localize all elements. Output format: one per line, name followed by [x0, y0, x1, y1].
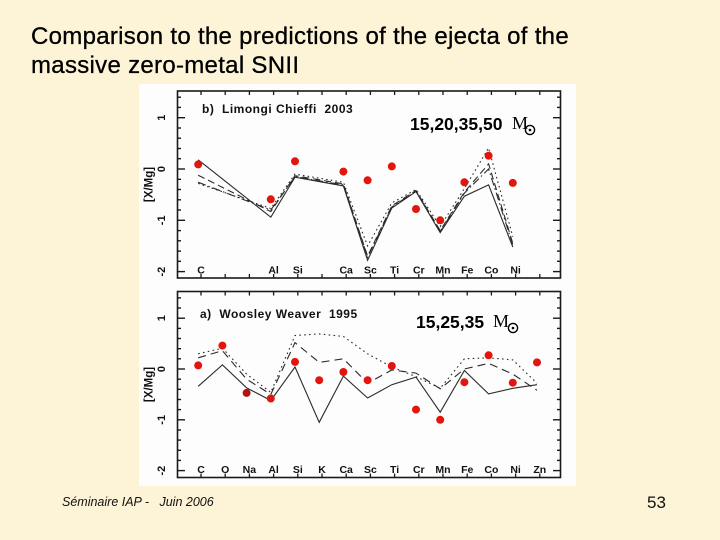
svg-text:Ca: Ca [339, 265, 353, 277]
svg-text:C: C [197, 265, 205, 277]
svg-text:Cr: Cr [413, 265, 425, 277]
svg-text:[X/Mg]: [X/Mg] [144, 367, 156, 402]
svg-text:Sc: Sc [364, 464, 377, 476]
svg-text:a) Woosley Weaver 1995: a) Woosley Weaver 1995 [200, 307, 358, 321]
svg-text:Mn: Mn [435, 265, 450, 277]
svg-text:-2: -2 [156, 466, 168, 476]
svg-text:Co: Co [484, 265, 498, 277]
svg-text:Zn: Zn [533, 464, 546, 476]
svg-text:15,20,35,50: 15,20,35,50 [410, 114, 503, 134]
svg-text:0: 0 [156, 366, 168, 372]
svg-text:Al: Al [268, 265, 279, 277]
svg-text:Al: Al [268, 464, 279, 476]
svg-text:15,25,35: 15,25,35 [416, 312, 484, 332]
svg-text:K: K [318, 464, 326, 476]
svg-text:Fe: Fe [461, 464, 473, 476]
svg-text:-1: -1 [156, 215, 168, 225]
svg-text:Ca: Ca [339, 464, 353, 476]
svg-text:Ti: Ti [390, 464, 399, 476]
svg-text:b) Limongi Chieffi 2003: b) Limongi Chieffi 2003 [202, 102, 353, 116]
svg-text:C: C [197, 464, 205, 476]
svg-text:M: M [493, 311, 509, 331]
svg-text:O: O [221, 464, 229, 476]
svg-text:Cr: Cr [413, 464, 425, 476]
svg-text:Sc: Sc [364, 265, 377, 277]
svg-text:-2: -2 [156, 267, 168, 277]
svg-text:Ni: Ni [510, 265, 521, 277]
svg-text:Si: Si [293, 464, 303, 476]
svg-text:1: 1 [156, 315, 168, 321]
svg-text:Na: Na [243, 464, 257, 476]
svg-text:0: 0 [156, 166, 168, 172]
svg-text:Fe: Fe [461, 265, 473, 277]
svg-text:-1: -1 [156, 415, 168, 425]
svg-text:M: M [512, 113, 528, 133]
svg-text:1: 1 [156, 115, 168, 121]
svg-text:[X/Mg]: [X/Mg] [144, 167, 156, 202]
svg-text:Ni: Ni [510, 464, 521, 476]
svg-text:Co: Co [484, 464, 498, 476]
svg-text:Mn: Mn [435, 464, 450, 476]
svg-text:Si: Si [293, 265, 303, 277]
svg-text:Ti: Ti [390, 265, 399, 277]
